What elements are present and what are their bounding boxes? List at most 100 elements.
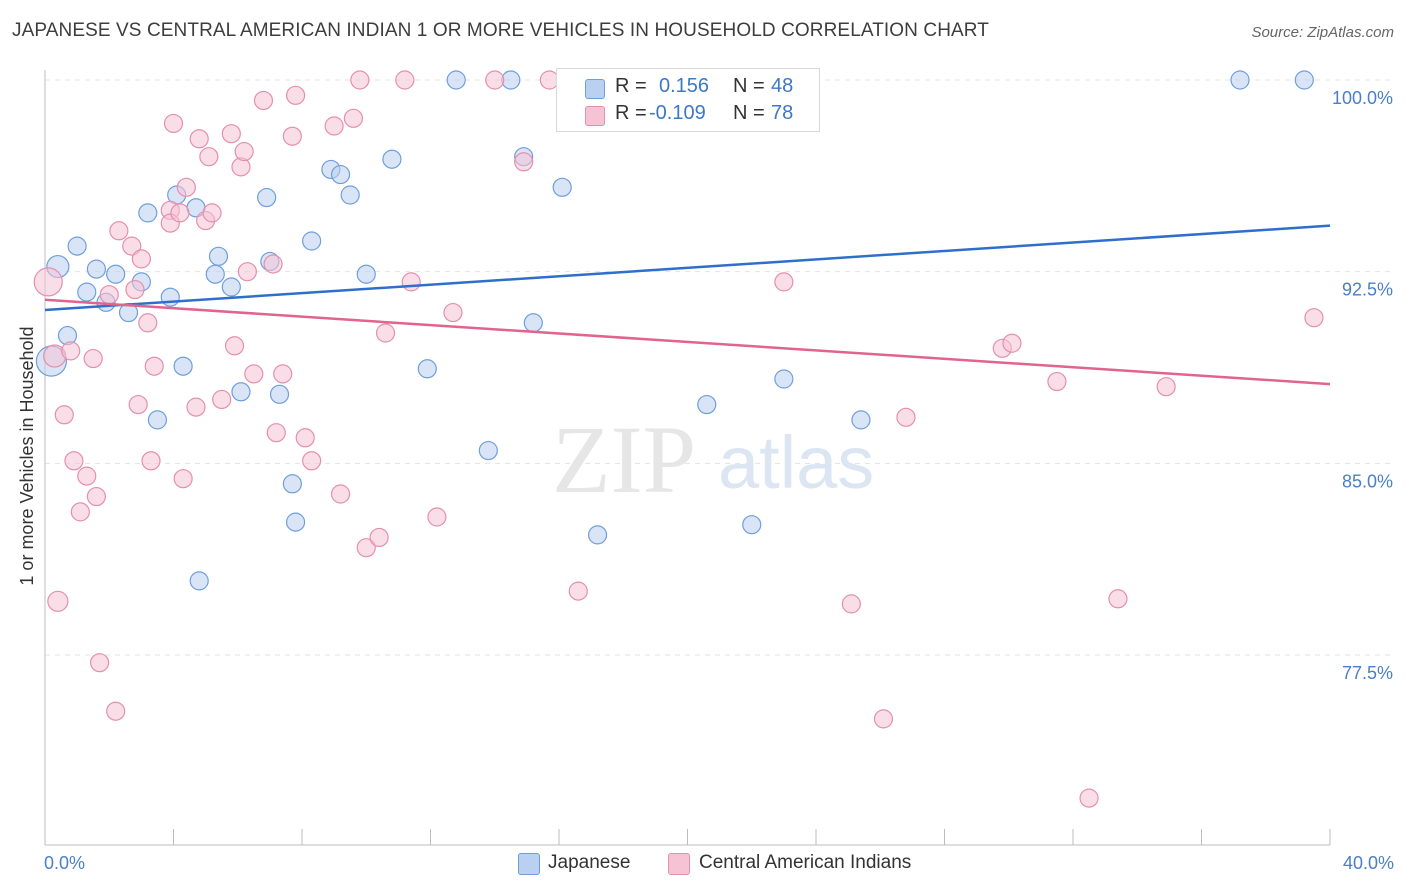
japanese-point bbox=[147, 410, 168, 430]
japanese-point bbox=[417, 359, 437, 379]
central-american-point bbox=[244, 364, 264, 384]
central-american-point bbox=[282, 126, 302, 146]
legend-n-value-central-american: 78 bbox=[771, 102, 794, 124]
japanese-point bbox=[77, 282, 97, 302]
central-american-point bbox=[395, 70, 415, 90]
central-american-point bbox=[224, 336, 245, 356]
japanese-point bbox=[231, 382, 251, 402]
central-american-point bbox=[90, 653, 110, 673]
central-american-point bbox=[356, 538, 376, 558]
central-american-point bbox=[176, 177, 196, 197]
watermark-atlas: atlas bbox=[718, 421, 874, 504]
central-american-point bbox=[33, 267, 63, 297]
central-american-point bbox=[841, 594, 861, 614]
japanese-point bbox=[340, 185, 360, 205]
central-american-point bbox=[106, 701, 126, 721]
japanese-point bbox=[446, 70, 466, 90]
central-american-point bbox=[369, 527, 389, 548]
central-american-point bbox=[253, 90, 274, 111]
japanese-point bbox=[1230, 70, 1250, 90]
central-american-point bbox=[83, 348, 103, 369]
bottom-legend-label-central-american: Central American Indians bbox=[699, 852, 912, 873]
y-axis-title: 1 or more Vehicles in Household bbox=[17, 326, 37, 585]
y-tick-label: 100.0% bbox=[1332, 88, 1393, 108]
central-american-point bbox=[1047, 371, 1067, 392]
central-american-point bbox=[122, 236, 142, 256]
central-american-point bbox=[221, 124, 241, 144]
central-american-point bbox=[302, 451, 322, 471]
japanese-point bbox=[205, 264, 225, 284]
japanese-point bbox=[774, 369, 794, 389]
japanese-point bbox=[356, 264, 376, 284]
central-american-point bbox=[1002, 333, 1022, 353]
central-american-point bbox=[873, 709, 894, 729]
japanese-point bbox=[302, 231, 322, 251]
legend-row-japanese: R = 0.156 N = 48 bbox=[557, 73, 819, 101]
legend-swatch-central-american bbox=[585, 106, 605, 126]
japanese-trend-line bbox=[44, 224, 1331, 312]
watermark-zip: ZIP bbox=[552, 406, 696, 513]
central-american-point bbox=[109, 221, 129, 241]
japanese-point bbox=[257, 187, 277, 208]
japanese-point bbox=[221, 277, 241, 297]
legend-row-central-american: R = -0.109 N = 78 bbox=[557, 100, 819, 128]
japanese-point bbox=[269, 384, 290, 404]
japanese-point bbox=[173, 356, 193, 376]
central-american-point bbox=[266, 423, 286, 443]
japanese-point bbox=[501, 70, 521, 90]
legend-r-value-central-american: -0.109 bbox=[649, 102, 706, 124]
central-american-point bbox=[170, 203, 190, 223]
bottom-legend-swatch-central-american bbox=[668, 853, 690, 875]
central-american-point bbox=[443, 302, 463, 323]
central-american-point bbox=[163, 113, 184, 134]
central-american-point bbox=[99, 285, 119, 305]
central-american-point bbox=[54, 405, 74, 425]
chart-title: JAPANESE VS CENTRAL AMERICAN INDIAN 1 OR… bbox=[12, 20, 989, 41]
central-american-point bbox=[189, 129, 209, 149]
central-american-point bbox=[47, 590, 69, 612]
central-american-point bbox=[1304, 308, 1324, 328]
central-american-point bbox=[295, 428, 315, 448]
japanese-point bbox=[552, 177, 572, 197]
central-american-point bbox=[1079, 788, 1099, 808]
tick-labels: 77.5% 85.0% 92.5% 100.0% 0.0% 40.0% bbox=[44, 88, 1394, 873]
central-american-point bbox=[86, 486, 107, 507]
japanese-point bbox=[160, 287, 180, 307]
x-tick-label: 40.0% bbox=[1343, 853, 1394, 873]
central-american-point bbox=[375, 323, 396, 343]
japanese-point bbox=[208, 246, 229, 266]
bottom-legend-label-japanese: Japanese bbox=[548, 852, 631, 873]
central-american-point bbox=[173, 469, 193, 489]
central-american-point bbox=[234, 141, 254, 162]
legend-r-value-japanese: 0.156 bbox=[659, 75, 710, 97]
bottom-legend-swatch-japanese bbox=[518, 853, 540, 875]
central-american-point bbox=[237, 262, 257, 282]
japanese-point bbox=[285, 512, 306, 532]
japanese-point bbox=[587, 525, 608, 545]
central-american-point bbox=[144, 356, 164, 376]
central-american-point bbox=[77, 466, 97, 486]
y-tick-label: 85.0% bbox=[1342, 471, 1393, 491]
central-american-point bbox=[64, 451, 84, 471]
legend-r-label: R = bbox=[615, 102, 647, 124]
central-american-point bbox=[485, 70, 505, 90]
x-tick-label: 0.0% bbox=[44, 853, 85, 873]
japanese-point bbox=[138, 203, 158, 223]
trend-lines bbox=[44, 224, 1331, 386]
central-american-point bbox=[330, 484, 351, 504]
central-american-point bbox=[568, 581, 588, 601]
japanese-point bbox=[523, 313, 543, 333]
y-tick-label: 77.5% bbox=[1342, 663, 1393, 683]
central-american-point bbox=[1156, 377, 1176, 397]
legend-n-label: N = bbox=[733, 102, 765, 124]
central-american-point bbox=[343, 108, 363, 128]
japanese-point bbox=[282, 474, 302, 494]
central-american-point bbox=[128, 394, 148, 415]
central-american-point bbox=[131, 249, 151, 269]
central-american-point bbox=[774, 272, 794, 292]
central-american-point bbox=[514, 152, 534, 172]
central-american-point bbox=[263, 254, 283, 274]
source-label: Source: ZipAtlas.com bbox=[1251, 24, 1394, 41]
central-american-point bbox=[273, 364, 293, 384]
